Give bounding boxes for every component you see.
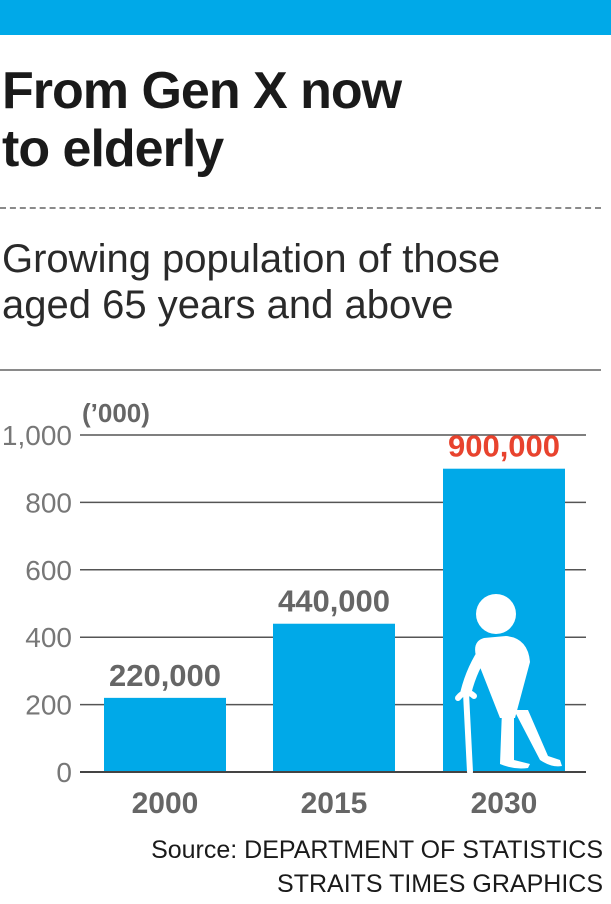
bar — [273, 623, 395, 772]
y-tick-label: 600 — [25, 555, 72, 586]
y-tick-label: 1,000 — [2, 420, 72, 451]
subtitle-line-2: aged 65 years and above — [2, 283, 454, 327]
source-credit: Source: DEPARTMENT OF STATISTICS STRAITS… — [151, 833, 603, 901]
data-label: 900,000 — [448, 429, 560, 464]
y-tick-label: 400 — [25, 622, 72, 653]
x-category-label: 2015 — [301, 787, 368, 820]
top-accent-bar — [0, 0, 611, 35]
data-label: 220,000 — [109, 658, 221, 693]
source-line: Source: DEPARTMENT OF STATISTICS — [151, 836, 603, 864]
solid-divider — [0, 369, 601, 371]
y-tick-label: 200 — [25, 690, 72, 721]
headline-line-1: From Gen X now — [2, 62, 402, 120]
bar-chart: 0 200 400 600 800 1,000 (’000) 2000 2015 2030 220,… — [2, 398, 586, 820]
headline: From Gen X now to elderly — [2, 62, 602, 178]
credit-line: STRAITS TIMES GRAPHICS — [277, 870, 603, 898]
subtitle: Growing population of those aged 65 year… — [2, 236, 607, 328]
bar — [104, 697, 226, 772]
y-tick-label: 0 — [56, 757, 72, 788]
dashed-divider — [0, 207, 601, 209]
y-unit-label: (’000) — [82, 398, 150, 428]
x-category-label: 2000 — [132, 787, 199, 820]
data-label: 440,000 — [278, 584, 390, 619]
x-category-label: 2030 — [471, 787, 538, 820]
y-tick-label: 800 — [25, 487, 72, 518]
subtitle-line-1: Growing population of those — [2, 237, 501, 281]
elderly-person-with-cane-icon — [455, 594, 562, 775]
headline-line-2: to elderly — [2, 120, 224, 178]
